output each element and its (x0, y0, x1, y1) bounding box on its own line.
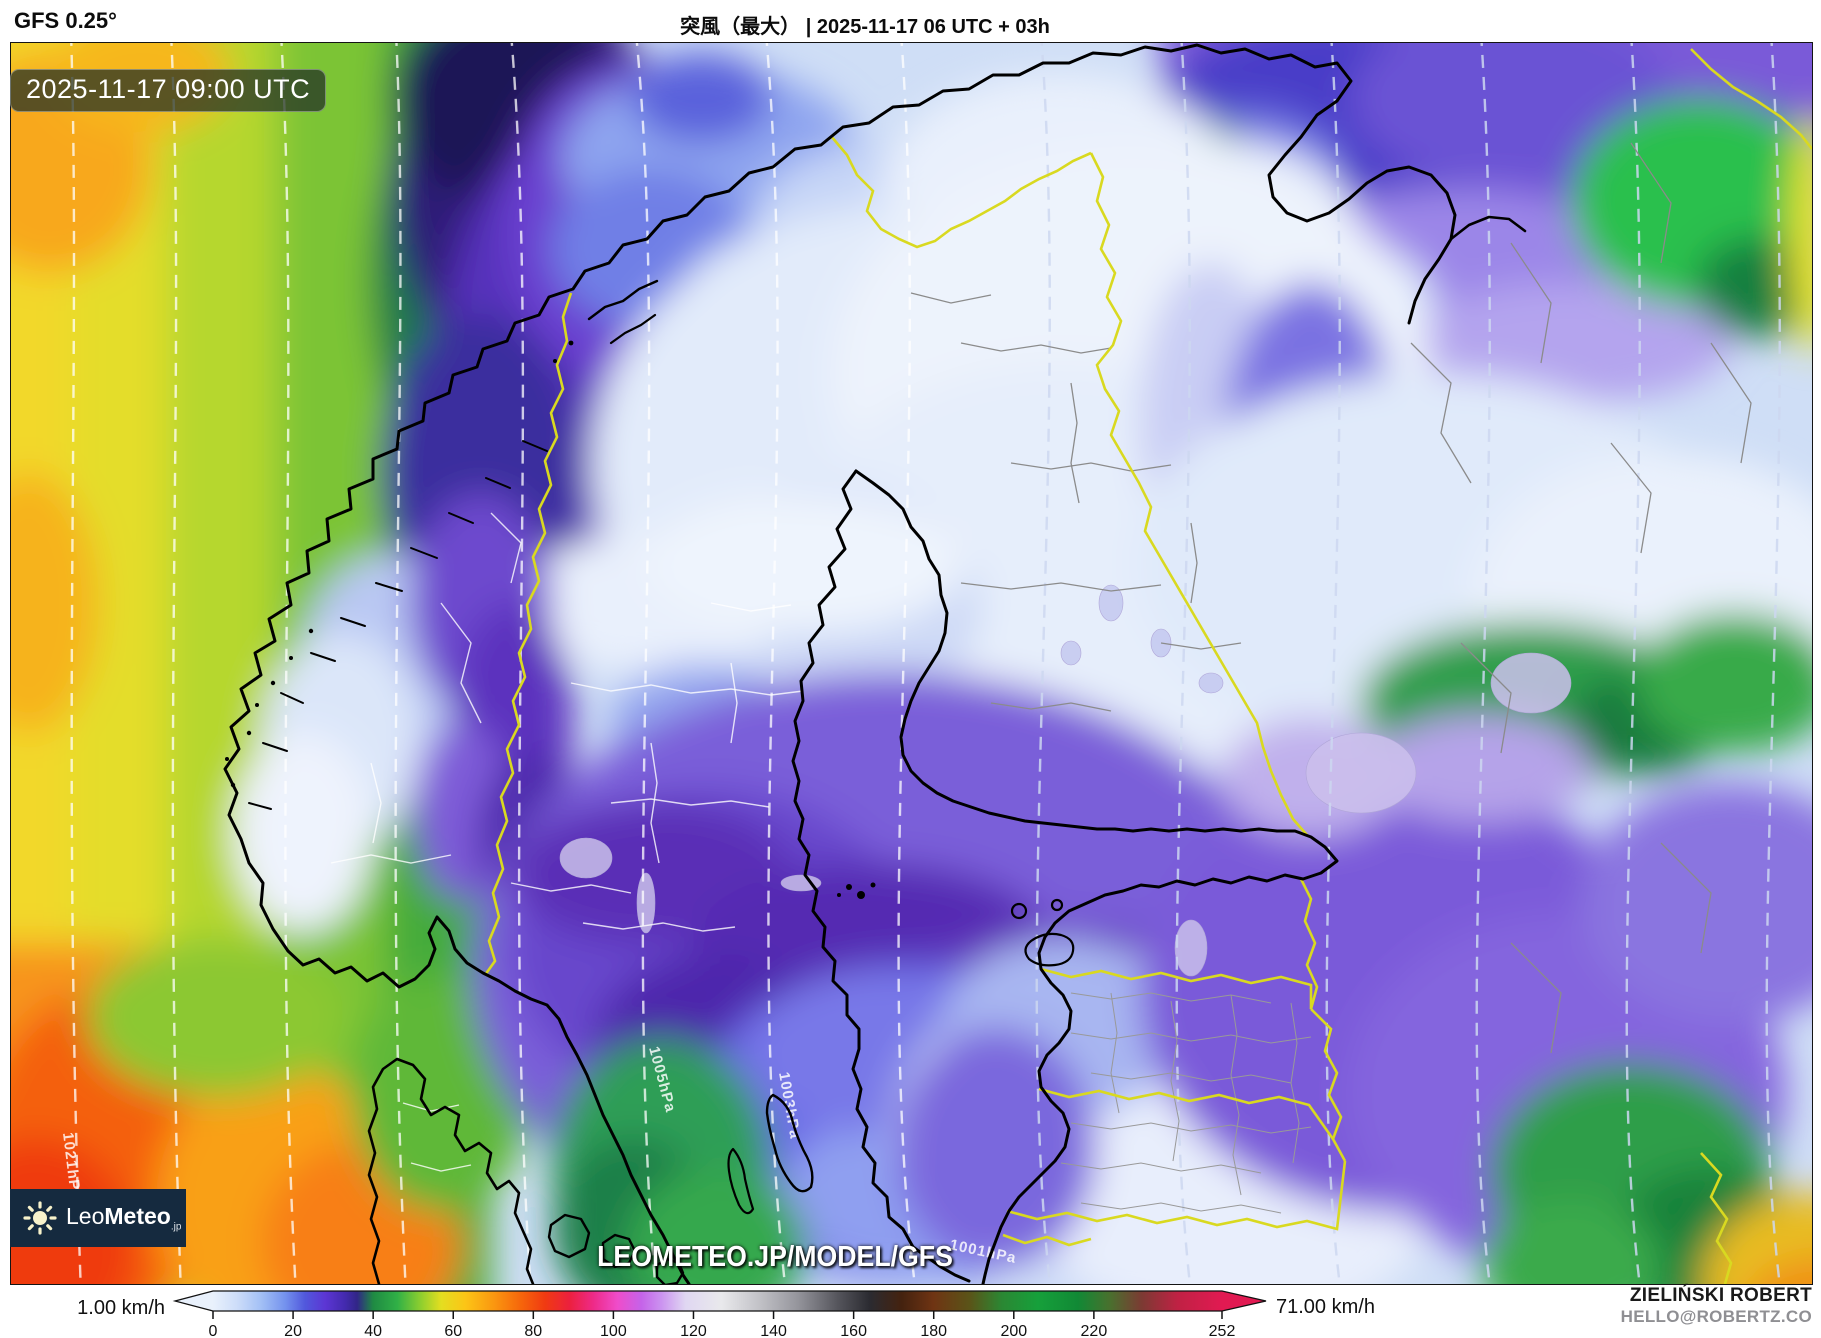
logo-suffix: .jp (170, 1221, 182, 1233)
colorbar-tick-label: 60 (444, 1323, 462, 1338)
colorbar-tick-label: 160 (840, 1323, 867, 1338)
gotland-island (765, 1093, 814, 1193)
colorbar-tick-label: 252 (1209, 1323, 1236, 1338)
colorbar-tick-label: 80 (524, 1323, 542, 1338)
coastal-islets (225, 340, 876, 899)
leometeo-logo: LeoMeteo.jp (10, 1189, 186, 1247)
logo-brand-bold: Meteo (104, 1203, 171, 1230)
contact-email: HELLO@ROBERTZ.CO (1620, 1307, 1812, 1327)
lofoten-islands (587, 279, 659, 321)
colorbar-tick-label: 180 (920, 1323, 947, 1338)
logo-brand-light: Leo (66, 1203, 105, 1230)
page-title: 突風（最大） | 2025-11-17 06 UTC + 03h (680, 16, 1050, 38)
gust-field (11, 43, 1812, 1284)
lakes-layer (559, 584, 1572, 977)
sweden-east-coast (791, 469, 971, 1283)
estonian-islands (1024, 932, 1075, 967)
coastlines (223, 43, 1527, 1284)
credits: ZIELIŃSKI ROBERT HELLO@ROBERTZ.CO (1621, 1285, 1812, 1327)
norway-west-coast (223, 43, 1457, 953)
colorbar-tick-label: 40 (364, 1323, 382, 1338)
isobar-lines (70, 43, 1781, 1284)
internal-borders-light (330, 512, 804, 1172)
colorbar-tick-label: 20 (284, 1323, 302, 1338)
model-label: GFS 0.25° (14, 8, 117, 33)
logo-text: LeoMeteo.jp (66, 1203, 181, 1233)
internal-borders-gray (910, 142, 1752, 1214)
denmark-coast (367, 1057, 535, 1284)
norway-south-coast (286, 915, 691, 1284)
oland-island (727, 1147, 755, 1215)
colorbar-tick-label: 200 (1000, 1323, 1027, 1338)
colorbar-tick-label: 220 (1081, 1323, 1108, 1338)
colorbar: 0 20 40 60 80 100 120 140 160 180 200 220 252 (172, 1290, 1267, 1338)
colorbar-tick-label: 120 (680, 1323, 707, 1338)
colorbar-tick-label: 0 (209, 1323, 218, 1338)
fjords (248, 440, 548, 810)
colorbar-tick-label: 140 (760, 1323, 787, 1338)
watermark: LEOMETEO.JP/MODEL/GFS (597, 1241, 953, 1273)
white-sea-coast (1449, 215, 1527, 241)
colorbar-min-label: 1.00 km/h (77, 1297, 165, 1319)
map-frame: 1021hPa 1005hPa 1003hPa 1001hPa (10, 42, 1813, 1285)
colorbar-gradient (172, 1290, 1267, 1312)
finland-coast (854, 469, 1339, 1284)
colorbar-max-label: 71.00 km/h (1276, 1296, 1375, 1318)
colorbar-tick-label: 100 (600, 1323, 627, 1338)
author-name: ZIELIŃSKI ROBERT (1629, 1285, 1812, 1306)
sun-icon (23, 1201, 57, 1235)
national-borders-yellow (483, 48, 1812, 1284)
timestamp-badge: 2025-11-17 09:00 UTC (10, 69, 327, 112)
